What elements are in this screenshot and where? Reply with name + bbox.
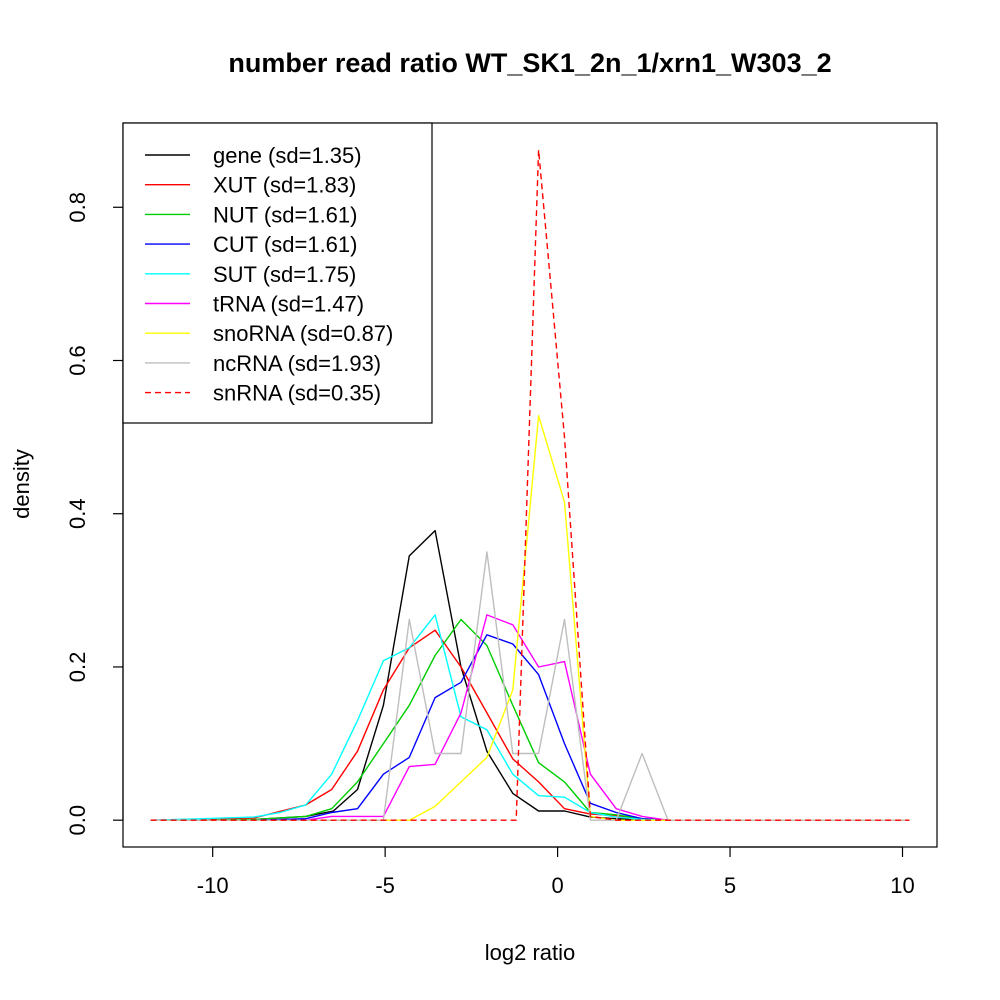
series-line-xut	[150, 629, 910, 821]
y-axis-label: density	[9, 449, 34, 519]
x-tick-label: -10	[197, 873, 229, 898]
x-tick-label: 0	[551, 873, 563, 898]
legend-label-snorna: snoRNA (sd=0.87)	[213, 321, 393, 346]
series-line-snorna	[150, 415, 910, 821]
series-line-gene	[150, 529, 910, 821]
series-layer	[150, 149, 910, 821]
y-tick-label: 0.2	[65, 652, 90, 683]
series-line-nut	[150, 618, 910, 821]
chart-title: number read ratio WT_SK1_2n_1/xrn1_W303_…	[228, 48, 831, 78]
legend-label-gene: gene (sd=1.35)	[213, 143, 362, 168]
series-line-sut	[150, 614, 910, 821]
legend: gene (sd=1.35) XUT (sd=1.83) NUT (sd=1.61)…	[122, 122, 433, 424]
y-tick-label: 0.8	[65, 192, 90, 223]
legend-label-snrna: snRNA (sd=0.35)	[213, 381, 381, 406]
series-line-cut	[150, 634, 910, 821]
legend-label-xut: XUT (sd=1.83)	[213, 173, 356, 198]
legend-label-ncrna: ncRNA (sd=1.93)	[213, 351, 381, 376]
x-axis-label: log2 ratio	[485, 940, 576, 965]
series-line-ncrna	[150, 551, 910, 821]
series-line-snrna	[150, 149, 910, 821]
y-tick-label: 0.4	[65, 498, 90, 529]
y-axis: 0.0 0.2 0.4 0.6 0.8	[65, 192, 124, 836]
y-tick-label: 0.0	[65, 805, 90, 836]
legend-label-trna: tRNA (sd=1.47)	[213, 292, 364, 317]
x-tick-label: 10	[890, 873, 914, 898]
x-tick-label: 5	[724, 873, 736, 898]
legend-label-nut: NUT (sd=1.61)	[213, 202, 357, 227]
y-tick-label: 0.6	[65, 345, 90, 376]
legend-box	[122, 122, 433, 424]
legend-label-cut: CUT (sd=1.61)	[213, 232, 357, 257]
x-tick-label: -5	[375, 873, 395, 898]
x-axis: -10 -5 0 5 10	[197, 846, 915, 898]
legend-label-sut: SUT (sd=1.75)	[213, 262, 356, 287]
series-line-trna	[150, 614, 910, 821]
